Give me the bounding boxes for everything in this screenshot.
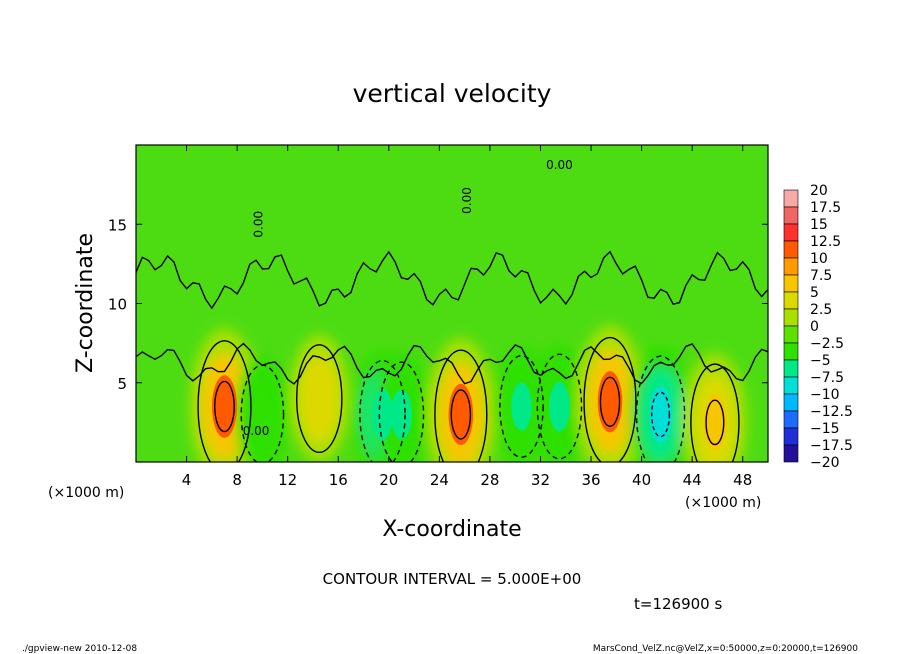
colorbar-label: 10 xyxy=(810,251,828,267)
contour-line xyxy=(499,355,544,458)
time-text: t=126900 s xyxy=(634,595,722,613)
y-tick-label: 15 xyxy=(108,216,127,234)
x-unit-right: (×1000 m) xyxy=(685,495,761,511)
colorbar-label: 15 xyxy=(810,217,828,233)
x-tick-label: 12 xyxy=(278,471,297,489)
x-tick-label: 40 xyxy=(632,471,651,489)
footer-left: ./gpview-new 2010-12-08 xyxy=(22,644,137,654)
colorbar-label: 7.5 xyxy=(810,268,832,284)
y-tick-label: 5 xyxy=(117,375,127,393)
contour-value-label: 0.00 xyxy=(460,187,474,214)
colorbar-swatch xyxy=(783,308,799,327)
field-blob-core xyxy=(308,373,330,425)
chart-title: vertical velocity xyxy=(353,79,552,108)
x-tick-label: 24 xyxy=(430,471,449,489)
colorbar-label: 12.5 xyxy=(810,234,841,250)
colorbar-swatch xyxy=(783,376,799,395)
x-tick-label: 4 xyxy=(182,471,192,489)
contour-line xyxy=(359,360,406,462)
contour-line xyxy=(690,363,740,462)
colorbar-label: −10 xyxy=(810,387,840,403)
x-tick-label: 32 xyxy=(531,471,550,489)
colorbar-swatch xyxy=(783,206,799,225)
x-axis-label: X-coordinate xyxy=(382,517,521,542)
field-blob-core xyxy=(371,388,394,441)
x-unit-left: (×1000 m) xyxy=(48,485,124,501)
colorbar-swatch xyxy=(783,359,799,378)
contour-line xyxy=(434,349,488,462)
colorbar-swatch xyxy=(783,325,799,344)
colorbar-label: 5 xyxy=(810,285,819,301)
colorbar-swatch xyxy=(783,393,799,412)
colorbar-swatch xyxy=(783,342,799,361)
contour-line xyxy=(583,336,637,462)
field-blob-core xyxy=(597,371,623,433)
y-tick-label: 10 xyxy=(108,296,127,314)
colorbar: 2017.51512.5107.552.50−2.5−5−7.5−10−12.5… xyxy=(783,183,853,471)
x-tick-label: 28 xyxy=(480,471,499,489)
contour-line-inner xyxy=(214,380,235,433)
colorbar-label: 2.5 xyxy=(810,302,832,318)
colorbar-swatch xyxy=(783,189,799,208)
zero-contour-line xyxy=(136,342,768,385)
contour-line-inner xyxy=(450,389,472,440)
colorbar-swatch xyxy=(783,274,799,293)
plot-area: 0.00 0.00 0.00 0.00 xyxy=(136,145,768,462)
field-blob-core xyxy=(448,383,474,446)
contour-line xyxy=(296,344,343,454)
field-blob-core xyxy=(649,386,672,443)
colorbar-label: −5 xyxy=(810,353,831,369)
contour-line-inner xyxy=(651,391,671,438)
y-axis-label: Z-coordinate xyxy=(73,233,98,373)
contour-line-inner xyxy=(705,399,725,446)
field-blob-core xyxy=(390,389,412,440)
colorbar-label: −15 xyxy=(810,421,840,437)
field-blob-core xyxy=(703,394,727,451)
contour-line xyxy=(635,355,686,462)
colorbar-swatch xyxy=(783,223,799,242)
x-tick-label: 8 xyxy=(232,471,242,489)
x-tick-label: 48 xyxy=(733,471,752,489)
x-tick-label: 44 xyxy=(683,471,702,489)
field-blob-core xyxy=(511,382,532,431)
colorbar-swatch xyxy=(783,291,799,310)
contour-line-inner xyxy=(599,376,621,427)
colorbar-swatch xyxy=(783,444,799,463)
colorbar-swatch xyxy=(783,257,799,276)
field-blob-core xyxy=(211,375,237,438)
colorbar-label: 0 xyxy=(810,319,819,335)
zero-contour-line xyxy=(136,250,768,310)
contour-value-label: 0.00 xyxy=(243,424,270,438)
field-blob-core xyxy=(548,381,570,432)
colorbar-label: −12.5 xyxy=(810,404,853,420)
colorbar-label: −7.5 xyxy=(810,370,844,386)
colorbar-label: 20 xyxy=(810,183,828,199)
x-tick-label: 16 xyxy=(329,471,348,489)
colorbar-label: −20 xyxy=(810,455,840,471)
contour-value-label: 0.00 xyxy=(251,211,265,238)
colorbar-swatch xyxy=(783,410,799,429)
colorbar-label: −17.5 xyxy=(810,438,853,454)
colorbar-label: −2.5 xyxy=(810,336,844,352)
contour-value-label: 0.00 xyxy=(546,158,573,172)
contour-line xyxy=(536,353,583,460)
contour-line xyxy=(378,361,425,462)
colorbar-swatch xyxy=(783,427,799,446)
x-tick-label: 36 xyxy=(581,471,600,489)
contour-interval-text: CONTOUR INTERVAL = 5.000E+00 xyxy=(323,570,582,588)
contour-line xyxy=(197,340,252,462)
x-tick-label: 20 xyxy=(379,471,398,489)
field-blob-core xyxy=(252,390,273,438)
colorbar-label: 17.5 xyxy=(810,200,841,216)
footer-right: MarsCond_VelZ.nc@VelZ,x=0:50000,z=0:2000… xyxy=(593,644,858,654)
colorbar-swatch xyxy=(783,240,799,259)
